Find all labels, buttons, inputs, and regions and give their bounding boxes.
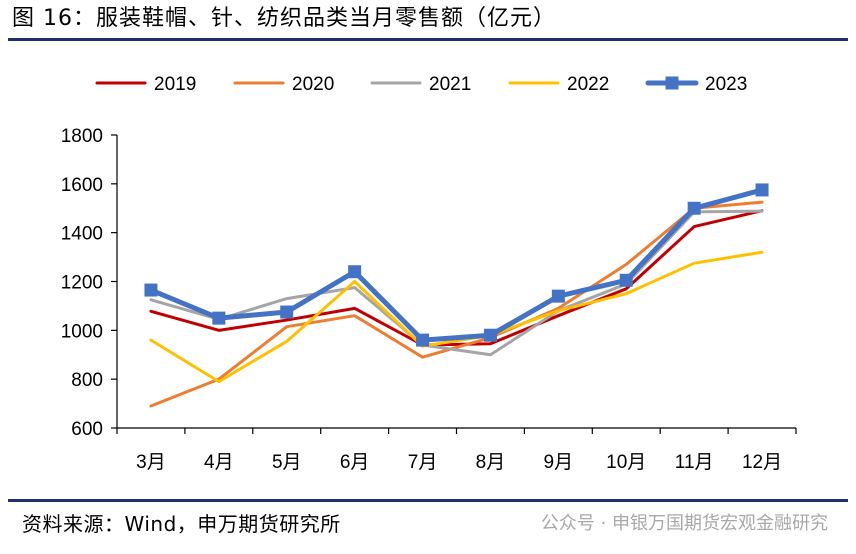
y-tick-label: 800 [71, 370, 103, 391]
data-point-2023 [144, 283, 158, 297]
data-point-2023 [416, 333, 430, 347]
source-note: 资料来源：Wind，申万期货研究所 [22, 512, 341, 536]
y-tick-label: 1600 [61, 175, 103, 196]
data-point-2023 [619, 273, 633, 287]
x-tick-label: 7月 [408, 452, 438, 473]
plot-area [144, 183, 769, 408]
legend-label-2021: 2021 [429, 74, 471, 95]
data-point-2023 [348, 265, 362, 279]
data-point-2023 [687, 201, 701, 215]
x-tick-label: 5月 [272, 452, 302, 473]
footer-divider [8, 499, 848, 502]
series-line-2022 [149, 250, 764, 384]
chart-axes: 600 800 1000 1200 1400 1600 1800 3月 4月 5月 6月 7月 8月 9月… [61, 126, 797, 473]
series-line-2019 [149, 209, 764, 347]
chart-legend: 2019 2020 2021 2022 2023 [95, 74, 747, 95]
legend-label-2023: 2023 [705, 74, 747, 95]
x-tick-label: 11月 [675, 452, 714, 473]
series-line-2021 [149, 209, 764, 357]
x-tick-label: 4月 [204, 452, 234, 473]
legend-label-2022: 2022 [567, 74, 609, 95]
data-point-2023 [280, 305, 294, 319]
y-tick-label: 1400 [61, 224, 103, 245]
y-tick-label: 600 [71, 419, 103, 440]
series-line-2023 [148, 187, 765, 343]
x-tick-label: 6月 [340, 452, 370, 473]
series-line-2020 [149, 200, 764, 408]
legend-label-2019: 2019 [154, 74, 196, 95]
x-tick-label: 3月 [136, 452, 166, 473]
watermark-text: 公众号 · 申银万国期货宏观金融研究 [540, 513, 828, 534]
x-tick-label: 12月 [742, 452, 782, 473]
legend-marker-2023 [665, 76, 679, 90]
data-point-2023 [212, 311, 226, 325]
x-tick-label: 8月 [476, 452, 506, 473]
line-chart: 2019 2020 2021 2022 2023 600 800 1000 1200 1400 1… [61, 74, 797, 473]
y-tick-label: 1800 [61, 126, 103, 147]
y-tick-label: 1200 [61, 273, 103, 294]
y-tick-label: 1000 [61, 321, 103, 342]
x-tick-label: 10月 [606, 452, 646, 473]
data-point-2023 [755, 183, 769, 197]
data-point-2023 [551, 289, 565, 303]
figure-title: 图 16：服装鞋帽、针、纺织品类当月零售额（亿元） [12, 6, 556, 31]
x-tick-label: 9月 [544, 452, 574, 473]
title-divider [8, 38, 848, 41]
legend-label-2020: 2020 [292, 74, 334, 95]
data-point-2023 [483, 328, 497, 342]
